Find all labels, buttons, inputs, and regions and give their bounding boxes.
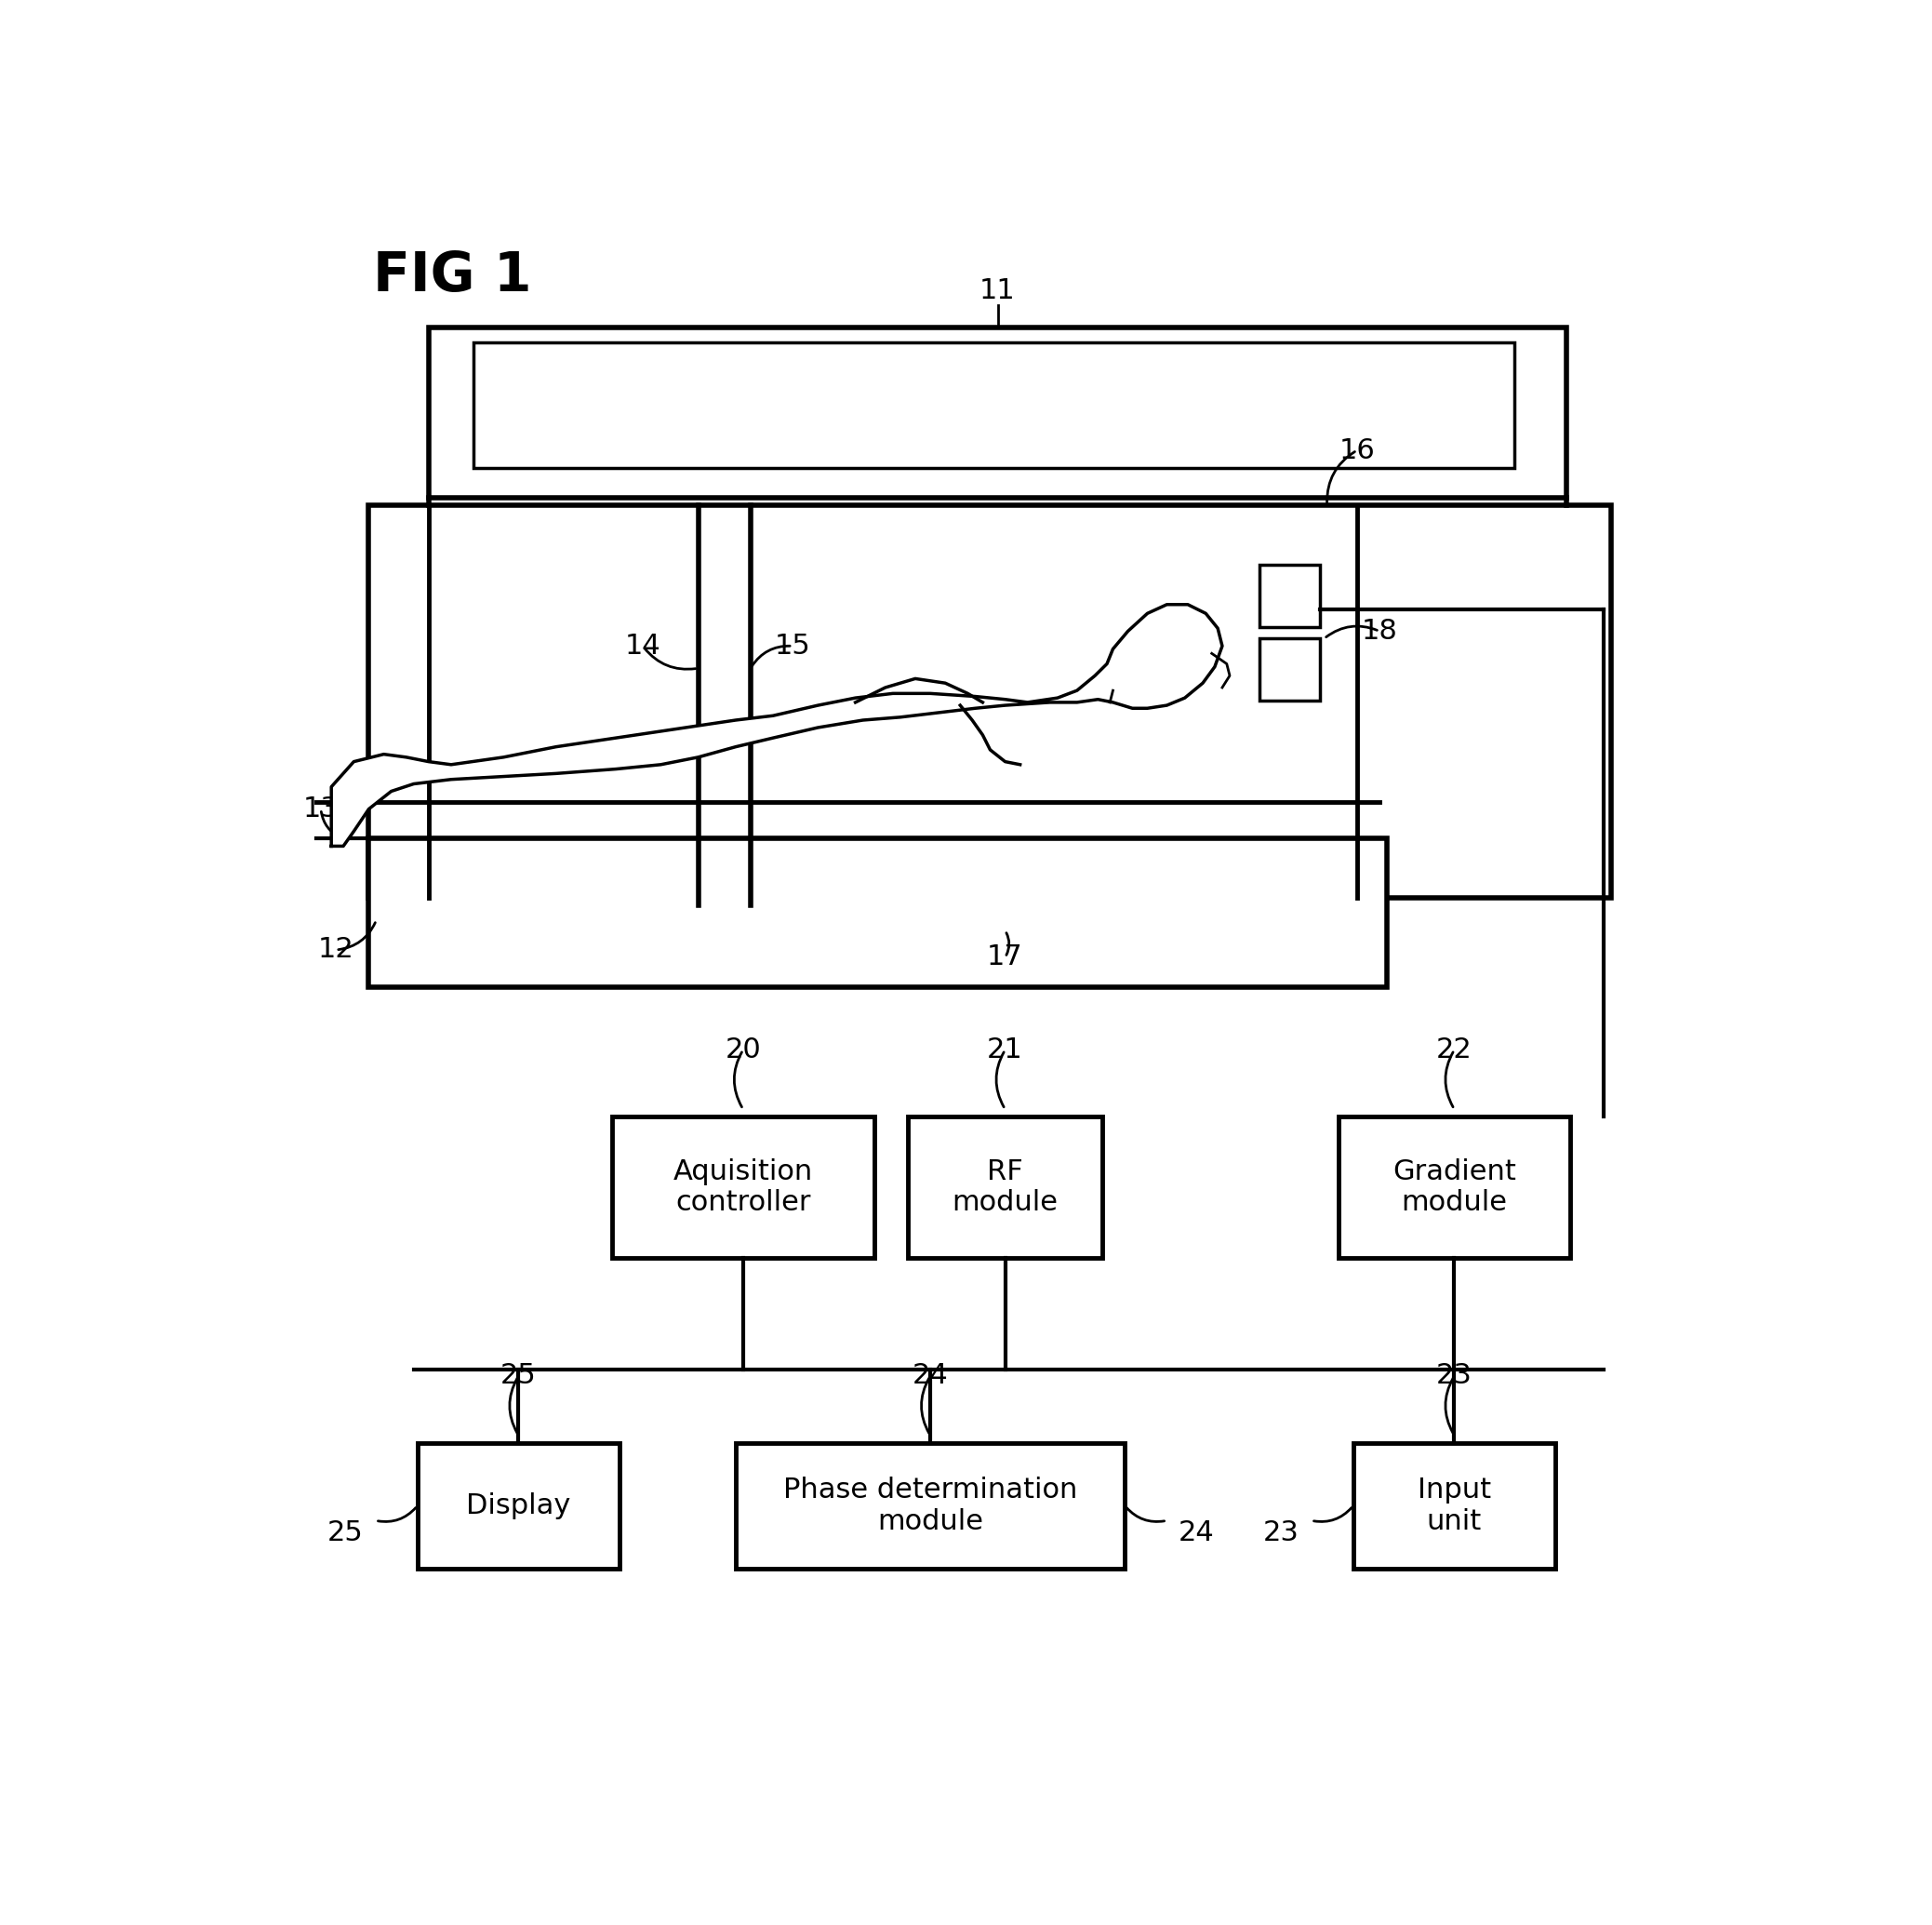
Text: 16: 16: [1339, 437, 1376, 464]
FancyBboxPatch shape: [429, 327, 1567, 499]
Text: 25: 25: [500, 1363, 537, 1390]
FancyBboxPatch shape: [369, 839, 1387, 988]
Text: Input
unit: Input unit: [1418, 1476, 1492, 1534]
Text: 25: 25: [328, 1519, 363, 1546]
Text: 12: 12: [317, 936, 354, 962]
Text: 23: 23: [1264, 1519, 1300, 1546]
Text: 23: 23: [1435, 1363, 1472, 1390]
FancyBboxPatch shape: [612, 1116, 873, 1257]
Text: Display: Display: [466, 1492, 570, 1519]
Polygon shape: [332, 604, 1223, 847]
Text: Aquisition
controller: Aquisition controller: [672, 1159, 813, 1217]
Text: 20: 20: [724, 1036, 761, 1063]
Text: 22: 22: [1435, 1036, 1472, 1063]
Text: 14: 14: [624, 633, 661, 660]
FancyBboxPatch shape: [1339, 1116, 1571, 1257]
Text: 17: 17: [987, 943, 1024, 970]
Text: 11: 11: [980, 277, 1016, 304]
Text: 13: 13: [303, 795, 338, 822]
FancyBboxPatch shape: [1352, 1442, 1555, 1569]
Text: 24: 24: [912, 1363, 949, 1390]
FancyBboxPatch shape: [1260, 639, 1320, 701]
Text: 15: 15: [775, 633, 811, 660]
FancyBboxPatch shape: [736, 1442, 1124, 1569]
Text: RF
module: RF module: [952, 1159, 1059, 1217]
Text: FIG 1: FIG 1: [373, 248, 531, 302]
Text: 24: 24: [1179, 1519, 1215, 1546]
FancyBboxPatch shape: [908, 1116, 1103, 1257]
FancyBboxPatch shape: [369, 504, 1611, 897]
FancyBboxPatch shape: [417, 1442, 620, 1569]
FancyBboxPatch shape: [473, 343, 1515, 468]
Text: Gradient
module: Gradient module: [1393, 1159, 1517, 1217]
Text: 21: 21: [987, 1036, 1024, 1063]
Text: 18: 18: [1362, 618, 1397, 645]
Text: Phase determination
module: Phase determination module: [782, 1476, 1078, 1534]
FancyBboxPatch shape: [1260, 564, 1320, 628]
